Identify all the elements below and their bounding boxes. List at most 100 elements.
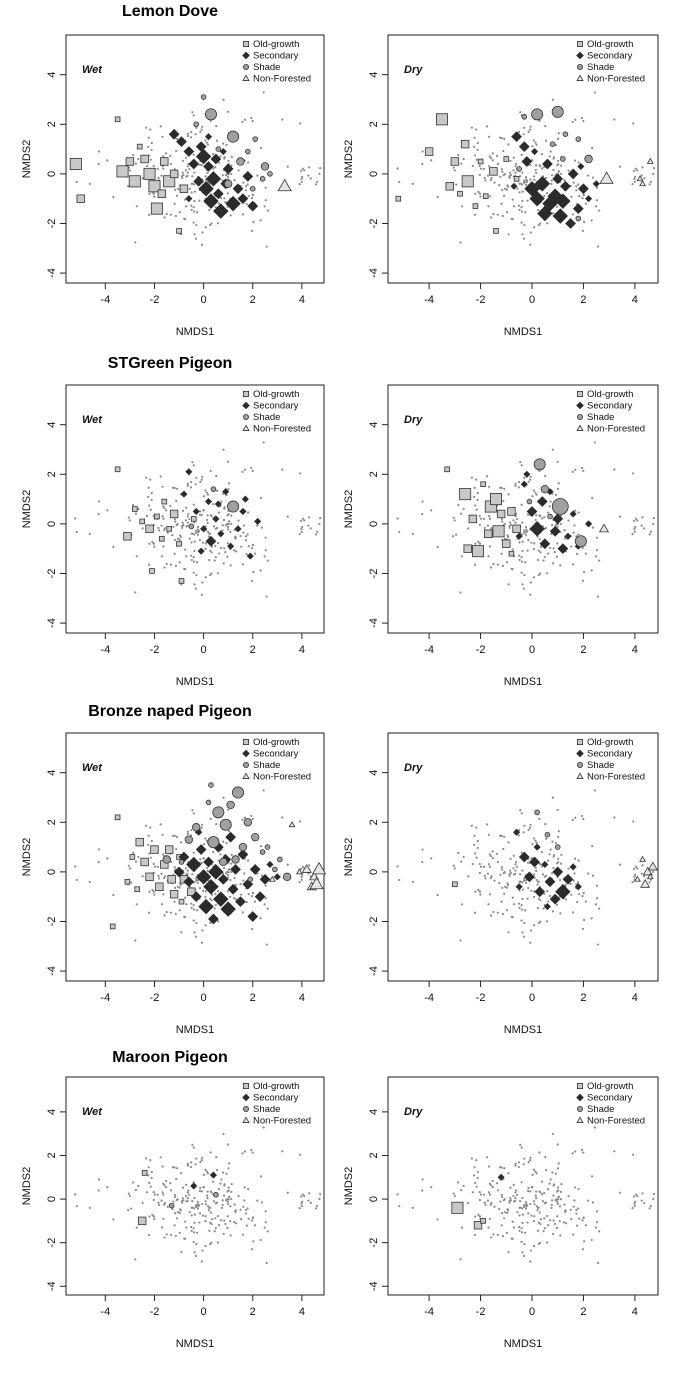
background-point: [649, 1204, 652, 1208]
background-point: [554, 493, 558, 497]
data-point: [521, 114, 528, 120]
data-point: [236, 157, 245, 166]
background-point: [246, 183, 249, 186]
background-point: [112, 195, 115, 199]
y-tick-label: 4: [46, 72, 58, 78]
background-point: [520, 812, 523, 815]
data-point: [155, 882, 164, 891]
background-point: [648, 881, 651, 884]
background-point: [475, 158, 478, 161]
background-point: [492, 1233, 495, 1236]
background-point: [421, 861, 424, 864]
background-point: [535, 841, 538, 844]
background-point: [476, 1170, 479, 1174]
background-point: [175, 1199, 178, 1202]
background-point: [307, 174, 310, 177]
background-point: [230, 522, 233, 526]
x-tick-label: -4: [424, 644, 434, 656]
data-point: [513, 176, 520, 182]
background-point: [303, 519, 306, 522]
background-point: [558, 1205, 562, 1208]
data-point: [266, 860, 274, 868]
background-point: [88, 1206, 91, 1209]
background-point: [246, 533, 249, 536]
data-point: [541, 860, 549, 868]
background-point: [527, 539, 530, 542]
data-point: [272, 866, 278, 873]
background-point: [192, 556, 195, 559]
background-point: [537, 1221, 540, 1224]
background-point: [524, 1207, 528, 1210]
background-point: [459, 939, 462, 942]
background-point: [489, 877, 492, 880]
background-point: [227, 808, 230, 811]
background-point: [185, 903, 188, 906]
background-point: [523, 1203, 526, 1207]
background-point: [522, 531, 526, 534]
background-point: [496, 1233, 499, 1237]
data-point: [562, 873, 574, 885]
background-point: [192, 919, 195, 922]
background-point: [595, 199, 599, 202]
data-point: [205, 535, 217, 547]
background-point: [281, 468, 284, 471]
background-point: [217, 161, 221, 164]
background-point: [286, 1191, 289, 1194]
background-point: [227, 110, 230, 113]
background-point: [208, 1206, 211, 1210]
data-point: [203, 879, 219, 895]
background-point: [475, 826, 478, 829]
background-point: [97, 1178, 101, 1181]
y-tick-label: -2: [368, 1238, 380, 1248]
background-point: [242, 181, 245, 184]
background-point: [281, 1150, 284, 1153]
background-point: [559, 1234, 562, 1237]
background-point: [318, 1197, 321, 1201]
background-point: [581, 197, 584, 200]
background-point: [551, 910, 555, 913]
background-point: [149, 1185, 152, 1188]
background-point: [536, 880, 540, 884]
data-point: [445, 182, 454, 191]
data-point: [552, 513, 564, 525]
background-point: [521, 190, 524, 193]
background-point: [532, 1220, 536, 1223]
background-point: [150, 1176, 153, 1180]
data-point: [468, 514, 478, 524]
background-point: [495, 154, 499, 157]
background-point: [476, 498, 479, 502]
background-point: [201, 823, 204, 826]
background-point: [535, 1190, 538, 1193]
background-point: [230, 514, 233, 517]
data-point: [154, 513, 160, 520]
background-point: [538, 1211, 541, 1214]
background-point: [523, 223, 526, 227]
background-point: [127, 864, 130, 867]
background-point: [188, 167, 191, 171]
background-point: [634, 517, 637, 520]
background-point: [488, 1193, 491, 1196]
background-point: [477, 190, 480, 193]
background-point: [496, 563, 499, 566]
background-point: [181, 159, 185, 162]
background-point: [541, 167, 544, 170]
background-point: [533, 576, 536, 579]
background-point: [546, 511, 550, 514]
background-point: [502, 149, 505, 153]
background-point: [491, 152, 494, 155]
background-point: [180, 583, 183, 586]
background-point: [549, 546, 552, 550]
y-tick-label: 2: [46, 121, 58, 127]
background-point: [214, 205, 217, 209]
background-point: [528, 1159, 532, 1162]
background-point: [141, 527, 144, 530]
background-point: [516, 1211, 519, 1214]
data-point: [524, 181, 540, 197]
legend-marker: [242, 40, 249, 47]
background-point: [250, 895, 254, 898]
background-point: [158, 877, 161, 880]
background-point: [581, 229, 584, 232]
background-point: [633, 875, 636, 879]
plot-title-stgreen-pigeon: STGreen Pigeon: [107, 355, 233, 372]
